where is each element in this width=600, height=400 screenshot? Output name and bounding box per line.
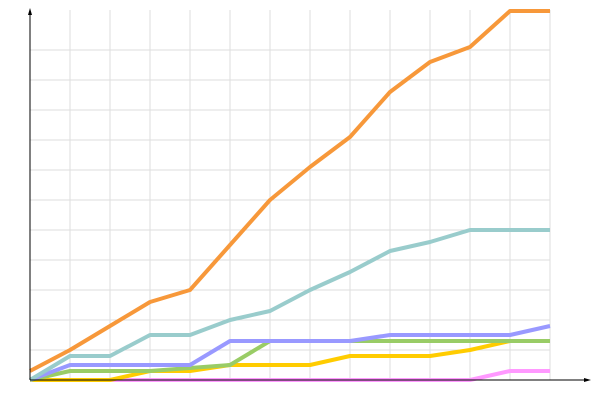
series-line bbox=[29, 324, 551, 382]
series-line bbox=[29, 9, 550, 373]
series-line bbox=[29, 339, 550, 382]
series-line bbox=[28, 228, 550, 382]
lines bbox=[28, 9, 551, 382]
series-line bbox=[30, 339, 550, 382]
grid bbox=[30, 10, 551, 380]
x-axis-arrow bbox=[584, 378, 591, 382]
y-axis-arrow bbox=[28, 8, 32, 15]
